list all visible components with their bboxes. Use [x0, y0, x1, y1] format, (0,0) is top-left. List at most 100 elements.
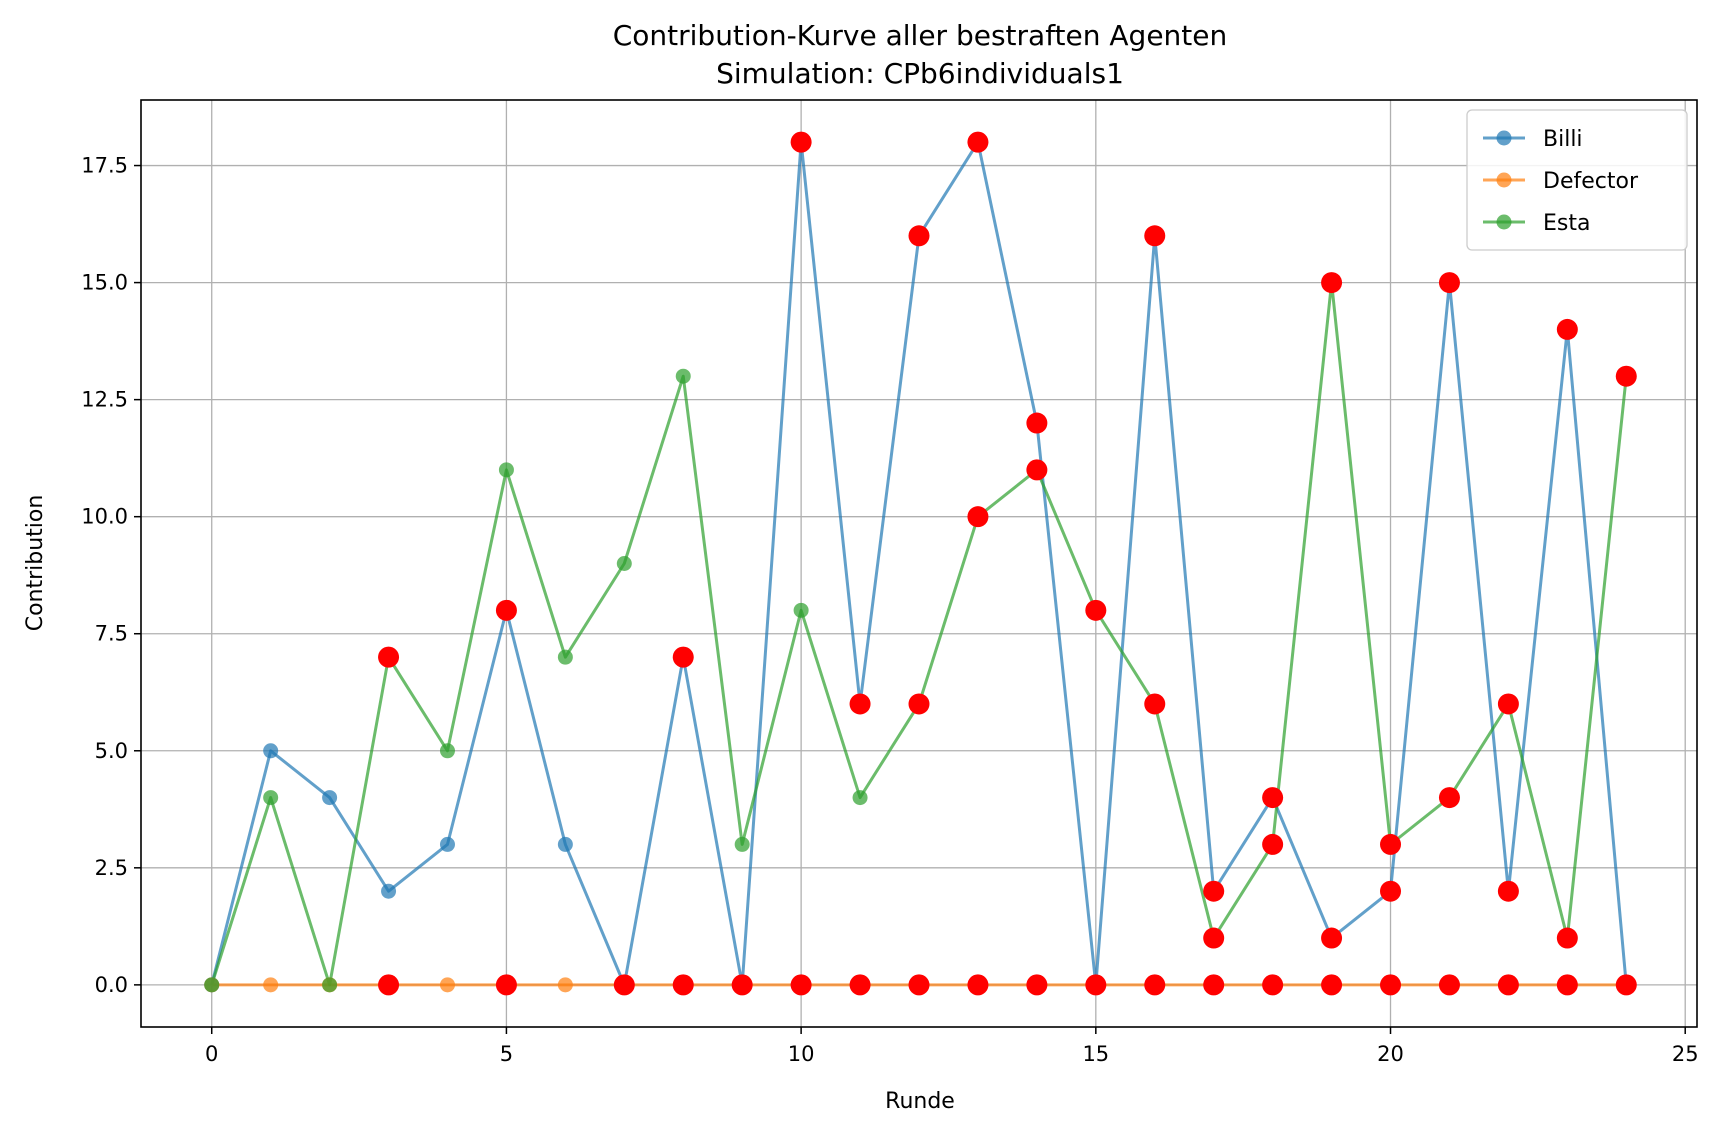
x-tick-label-3: 15	[1082, 1042, 1109, 1066]
x-tick-label-4: 20	[1377, 1042, 1404, 1066]
punished-point-28	[1203, 974, 1225, 996]
y-axis-label: Contribution	[23, 495, 48, 632]
punished-point-36	[1380, 880, 1402, 902]
point-esta-0	[204, 977, 220, 993]
punished-point-15	[967, 131, 989, 153]
legend-label-defector: Defector	[1543, 169, 1639, 194]
punished-point-24	[1144, 693, 1166, 715]
y-tick-label-1: 2.5	[95, 856, 128, 880]
punished-point-33	[1321, 927, 1343, 949]
punished-point-9	[790, 974, 812, 996]
x-axis-ticks: 0 5 10 15 20 25	[205, 1027, 1699, 1066]
legend-label-esta: Esta	[1543, 211, 1590, 236]
punished-point-10	[849, 693, 871, 715]
punished-point-25	[1144, 974, 1166, 996]
point-defector-4	[439, 977, 455, 993]
punished-point-42	[1497, 880, 1519, 902]
point-billi-1	[263, 743, 279, 759]
x-axis-label: Runde	[885, 1089, 955, 1114]
y-tick-label-3: 7.5	[95, 622, 128, 646]
legend-marker-defector	[1496, 172, 1512, 188]
legend-label-billi: Billi	[1543, 127, 1583, 152]
punished-point-30	[1262, 833, 1284, 855]
punished-point-44	[1556, 318, 1578, 340]
legend-marker-billi	[1496, 130, 1512, 146]
point-billi-3	[381, 883, 397, 899]
point-esta-5	[498, 462, 514, 478]
punished-point-26	[1203, 880, 1225, 902]
x-tick-label-2: 10	[788, 1042, 815, 1066]
punished-point-14	[908, 974, 930, 996]
punished-point-3	[495, 974, 517, 996]
punished-point-41	[1497, 693, 1519, 715]
punished-point-7	[731, 974, 753, 996]
punished-point-29	[1262, 787, 1284, 809]
punished-point-12	[908, 225, 930, 247]
punished-point-21	[1085, 599, 1107, 621]
y-tick-label-0: 0.0	[95, 973, 128, 997]
punished-point-6	[672, 974, 694, 996]
chart-title: Contribution-Kurve aller bestraften Agen…	[613, 19, 1228, 52]
punished-point-40	[1438, 974, 1460, 996]
punished-point-11	[849, 974, 871, 996]
y-tick-label-6: 15.0	[81, 271, 128, 295]
punished-point-46	[1556, 974, 1578, 996]
y-axis-ticks: 0.0 2.5 5.0 7.5 10.0 12.5 15.0 17.5	[81, 154, 141, 997]
punished-point-4	[613, 974, 635, 996]
punished-point-22	[1085, 974, 1107, 996]
legend: Billi Defector Esta	[1466, 109, 1688, 251]
punished-point-19	[1026, 459, 1048, 481]
point-billi-4	[439, 836, 455, 852]
punished-point-32	[1321, 272, 1343, 294]
x-tick-label-5: 25	[1672, 1042, 1699, 1066]
point-esta-4	[439, 743, 455, 759]
punished-point-43	[1497, 974, 1519, 996]
punished-point-27	[1203, 927, 1225, 949]
point-esta-11	[852, 790, 868, 806]
point-billi-2	[322, 790, 338, 806]
punished-point-35	[1380, 833, 1402, 855]
punished-point-38	[1438, 272, 1460, 294]
punished-point-39	[1438, 787, 1460, 809]
punished-point-20	[1026, 974, 1048, 996]
point-esta-8	[675, 368, 691, 384]
punished-point-1	[378, 974, 400, 996]
punished-point-2	[495, 599, 517, 621]
legend-box	[1466, 109, 1688, 251]
punished-point-18	[1026, 412, 1048, 434]
punished-point-47	[1615, 365, 1637, 387]
plot-frame	[140, 99, 1698, 1028]
punished-point-34	[1321, 974, 1343, 996]
punished-point-31	[1262, 974, 1284, 996]
punished-point-13	[908, 693, 930, 715]
punished-point-23	[1144, 225, 1166, 247]
point-esta-1	[263, 790, 279, 806]
punished-point-5	[672, 646, 694, 668]
x-tick-label-0: 0	[205, 1042, 218, 1066]
grid-lines	[141, 100, 1697, 1027]
point-esta-2	[322, 977, 338, 993]
point-esta-10	[793, 602, 809, 618]
x-tick-label-1: 5	[500, 1042, 513, 1066]
y-tick-label-4: 10.0	[81, 505, 128, 529]
y-tick-label-2: 5.0	[95, 739, 128, 763]
point-billi-6	[557, 836, 573, 852]
punished-point-37	[1380, 974, 1402, 996]
point-esta-7	[616, 556, 632, 571]
punished-point-45	[1556, 927, 1578, 949]
point-esta-6	[557, 649, 573, 665]
punished-markers	[378, 131, 1637, 996]
punished-point-17	[967, 974, 989, 996]
punished-point-0	[378, 646, 400, 668]
point-defector-1	[263, 977, 279, 993]
legend-marker-esta	[1496, 214, 1512, 230]
punished-point-8	[790, 131, 812, 153]
point-esta-9	[734, 836, 750, 852]
y-tick-label-5: 12.5	[81, 388, 128, 412]
punished-point-48	[1615, 974, 1637, 996]
y-tick-label-7: 17.5	[81, 154, 128, 178]
point-defector-6	[557, 977, 573, 993]
punished-point-16	[967, 506, 989, 528]
